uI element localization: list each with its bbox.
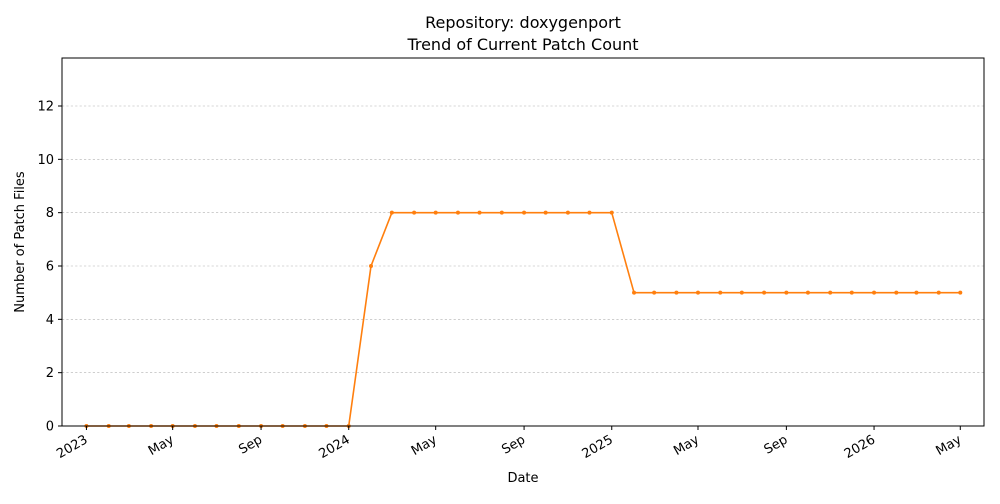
data-point [718, 290, 723, 295]
data-point [412, 210, 417, 215]
data-point [632, 290, 637, 295]
data-point [958, 290, 963, 295]
data-point [936, 290, 941, 295]
data-point [828, 290, 833, 295]
data-point [522, 210, 527, 215]
data-point [477, 210, 482, 215]
chart-subtitle: Trend of Current Patch Count [406, 35, 638, 54]
data-point [695, 290, 700, 295]
data-point [805, 290, 810, 295]
data-point [455, 210, 460, 215]
data-point [609, 210, 614, 215]
y-tick-label: 0 [46, 420, 54, 435]
y-axis-label: Number of Patch Files [13, 171, 28, 313]
data-point [894, 290, 899, 295]
plot-frame [61, 57, 985, 427]
data-point [739, 290, 744, 295]
data-point [652, 290, 657, 295]
y-tick-label: 12 [37, 100, 54, 115]
data-point [565, 210, 570, 215]
data-point [587, 210, 592, 215]
y-axis: 0 2 4 6 8 10 12 [37, 100, 62, 435]
data-point [914, 290, 919, 295]
data-point [369, 264, 374, 268]
data-point [762, 290, 767, 295]
data-point [433, 210, 438, 215]
y-tick-label: 6 [46, 260, 54, 275]
y-tick-label: 2 [46, 366, 54, 381]
data-point [872, 290, 877, 295]
chart-title: Repository: doxygenport [425, 13, 621, 32]
data-point [389, 210, 394, 215]
x-axis-label: Date [507, 471, 538, 486]
y-tick-label: 10 [37, 153, 54, 168]
data-point [674, 290, 679, 295]
data-point [543, 210, 548, 215]
data-point [784, 290, 789, 295]
y-tick-label: 8 [46, 206, 54, 221]
data-point [849, 290, 854, 295]
y-tick-label: 4 [46, 313, 54, 328]
data-point [499, 210, 504, 215]
